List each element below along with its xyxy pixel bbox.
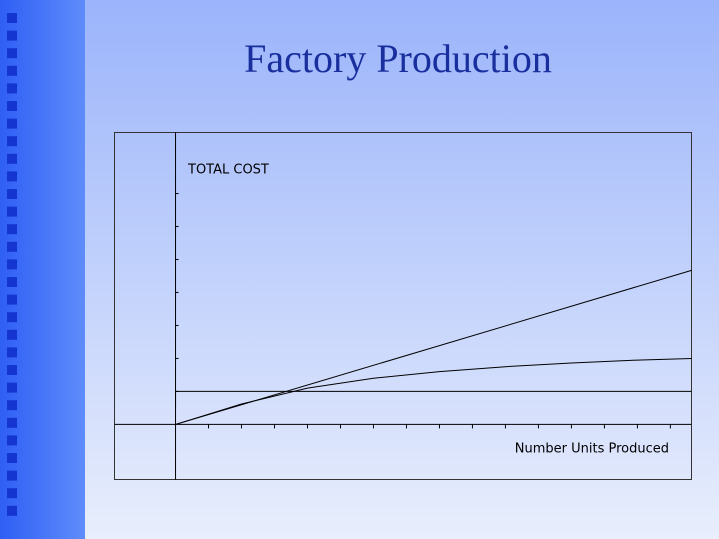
square [7, 153, 17, 164]
square [7, 277, 17, 287]
square [7, 206, 17, 217]
square [7, 83, 17, 94]
square [7, 400, 17, 411]
x-axis-label: Number Units Produced [515, 442, 669, 457]
square [7, 118, 17, 129]
square [7, 453, 17, 463]
square [7, 347, 17, 358]
square [7, 136, 17, 147]
square [7, 224, 17, 235]
series-line [175, 390, 692, 408]
square [7, 470, 17, 481]
square [7, 365, 17, 375]
square [7, 417, 17, 428]
sidebar-squares [7, 13, 17, 516]
square [7, 488, 17, 499]
series-line [175, 357, 692, 425]
square [7, 505, 17, 516]
square [7, 241, 17, 252]
plot-frame [114, 132, 692, 480]
square [7, 294, 17, 305]
square [7, 101, 17, 111]
square [7, 171, 17, 182]
square [7, 382, 17, 393]
square [7, 30, 17, 41]
square [7, 312, 17, 323]
square [7, 48, 17, 59]
square [7, 65, 17, 76]
slide-title: Factory Production [244, 36, 552, 81]
y-axis-label: TOTAL COST [187, 163, 269, 178]
square [7, 13, 17, 23]
square [7, 329, 17, 340]
square [7, 189, 17, 199]
square [7, 435, 17, 446]
plot [114, 132, 692, 480]
square [7, 259, 17, 270]
